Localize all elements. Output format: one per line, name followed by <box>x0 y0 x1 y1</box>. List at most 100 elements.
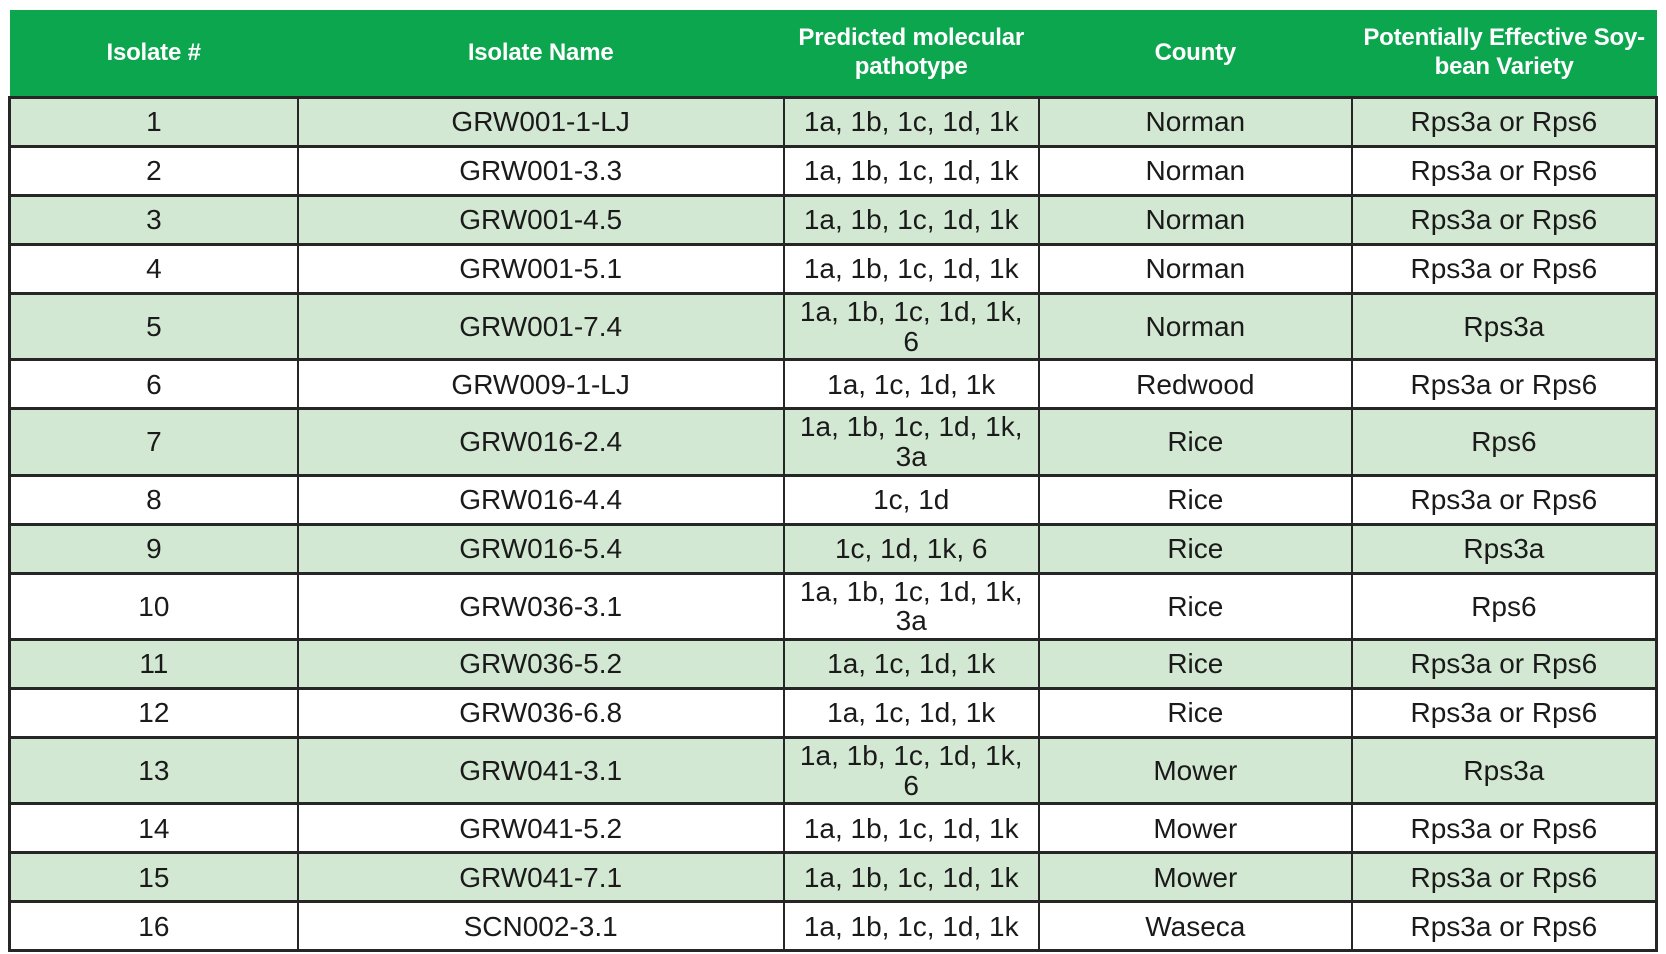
cell-pathotype: 1c, 1d, 1k, 6 <box>782 522 1040 575</box>
cell-pathotype: 1a, 1c, 1d, 1k <box>782 687 1040 740</box>
cell-pathotype: 1a, 1b, 1c, 1d, 1k, 6 <box>782 736 1040 806</box>
cell-isolate-name: GRW041-3.1 <box>296 736 785 806</box>
cell-variety: Rps3a <box>1350 291 1658 362</box>
cell-variety: Rps3a or Rps6 <box>1350 638 1658 691</box>
table-row: 14 GRW041-5.2 1a, 1b, 1c, 1d, 1k Mower Rps3a… <box>8 802 1658 855</box>
cell-variety: Rps6 <box>1350 571 1658 642</box>
cell-variety: Rps3a or Rps6 <box>1350 473 1658 526</box>
cell-isolate-number: 9 <box>8 522 299 575</box>
cell-county: Rice <box>1037 522 1353 575</box>
cell-isolate-number: 8 <box>8 473 299 526</box>
cell-isolate-name: GRW036-5.2 <box>296 638 785 691</box>
cell-county: Rice <box>1037 473 1353 526</box>
table-row: 13 GRW041-3.1 1a, 1b, 1c, 1d, 1k, 6 Mower Rp… <box>8 736 1658 806</box>
cell-county: Redwood <box>1037 358 1353 411</box>
table-row: 4 GRW001-5.1 1a, 1b, 1c, 1d, 1k Norman Rps3a… <box>8 243 1658 295</box>
cell-isolate-name: GRW041-5.2 <box>296 802 785 855</box>
table-row: 12 GRW036-6.8 1a, 1c, 1d, 1k Rice Rps3a or R… <box>8 687 1658 740</box>
cell-pathotype: 1a, 1b, 1c, 1d, 1k <box>782 900 1040 953</box>
cell-pathotype: 1a, 1b, 1c, 1d, 1k <box>782 851 1040 904</box>
cell-isolate-name: GRW001-7.4 <box>296 291 785 362</box>
cell-isolate-number: 5 <box>8 291 299 362</box>
cell-county: Mower <box>1037 851 1353 904</box>
cell-county: Rice <box>1037 687 1353 740</box>
cell-county: Norman <box>1037 145 1353 197</box>
cell-isolate-name: GRW001-4.5 <box>296 194 785 246</box>
cell-isolate-name: GRW036-6.8 <box>296 687 785 740</box>
cell-isolate-name: GRW016-2.4 <box>296 407 785 477</box>
column-header-isolate-name: Isolate Name <box>297 10 784 98</box>
cell-isolate-number: 1 <box>8 96 299 148</box>
table-row: 9 GRW016-5.4 1c, 1d, 1k, 6 Rice Rps3a <box>8 522 1658 575</box>
cell-pathotype: 1c, 1d <box>782 473 1040 526</box>
cell-pathotype: 1a, 1b, 1c, 1d, 1k <box>782 96 1040 148</box>
cell-variety: Rps3a or Rps6 <box>1350 358 1658 411</box>
cell-county: Norman <box>1037 96 1353 148</box>
column-header-county: County <box>1038 10 1352 98</box>
cell-county: Rice <box>1037 638 1353 691</box>
cell-isolate-name: SCN002-3.1 <box>296 900 785 953</box>
header-row: Isolate # Isolate Name Predicted molecular… <box>9 10 1657 98</box>
table-row: 10 GRW036-3.1 1a, 1b, 1c, 1d, 1k, 3a Rice Rp… <box>8 571 1658 642</box>
cell-county: Mower <box>1037 736 1353 806</box>
cell-isolate-name: GRW041-7.1 <box>296 851 785 904</box>
column-header-variety: Potentially Effective Soy- bean Variety <box>1351 10 1657 98</box>
cell-isolate-name: GRW009-1-LJ <box>296 358 785 411</box>
table-row: 11 GRW036-5.2 1a, 1c, 1d, 1k Rice Rps3a or R… <box>8 638 1658 691</box>
cell-variety: Rps3a or Rps6 <box>1350 194 1658 246</box>
table-row: 6 GRW009-1-LJ 1a, 1c, 1d, 1k Redwood Rps3a o… <box>8 358 1658 411</box>
cell-isolate-number: 16 <box>8 900 299 953</box>
cell-county: Norman <box>1037 243 1353 295</box>
cell-county: Rice <box>1037 407 1353 477</box>
cell-isolate-number: 10 <box>8 571 299 642</box>
table-body: 1 GRW001-1-LJ 1a, 1b, 1c, 1d, 1k Norman Rps3… <box>8 96 1658 953</box>
table-row: 3 GRW001-4.5 1a, 1b, 1c, 1d, 1k Norman Rps3a… <box>8 194 1658 246</box>
cell-pathotype: 1a, 1b, 1c, 1d, 1k, 6 <box>782 291 1040 362</box>
cell-pathotype: 1a, 1b, 1c, 1d, 1k <box>782 802 1040 855</box>
cell-isolate-number: 13 <box>8 736 299 806</box>
cell-isolate-number: 12 <box>8 687 299 740</box>
cell-pathotype: 1a, 1b, 1c, 1d, 1k <box>782 243 1040 295</box>
cell-variety: Rps3a <box>1350 522 1658 575</box>
cell-isolate-number: 6 <box>8 358 299 411</box>
cell-isolate-number: 14 <box>8 802 299 855</box>
cell-county: Mower <box>1037 802 1353 855</box>
cell-isolate-number: 4 <box>8 243 299 295</box>
table-header: Isolate # Isolate Name Predicted molecular… <box>9 10 1657 98</box>
cell-variety: Rps3a or Rps6 <box>1350 802 1658 855</box>
cell-pathotype: 1a, 1c, 1d, 1k <box>782 358 1040 411</box>
cell-variety: Rps3a or Rps6 <box>1350 145 1658 197</box>
cell-variety: Rps3a or Rps6 <box>1350 900 1658 953</box>
cell-county: Waseca <box>1037 900 1353 953</box>
cell-county: Rice <box>1037 571 1353 642</box>
column-header-isolate-number: Isolate # <box>9 10 298 98</box>
table-row: 1 GRW001-1-LJ 1a, 1b, 1c, 1d, 1k Norman Rps3… <box>8 96 1658 148</box>
cell-isolate-number: 2 <box>8 145 299 197</box>
isolate-pathotype-table: Isolate # Isolate Name Predicted molecular… <box>8 10 1658 953</box>
cell-isolate-name: GRW001-5.1 <box>296 243 785 295</box>
cell-isolate-number: 11 <box>8 638 299 691</box>
cell-isolate-name: GRW016-4.4 <box>296 473 785 526</box>
cell-isolate-number: 7 <box>8 407 299 477</box>
table-row: 2 GRW001-3.3 1a, 1b, 1c, 1d, 1k Norman Rps3a… <box>8 145 1658 197</box>
table-row: 5 GRW001-7.4 1a, 1b, 1c, 1d, 1k, 6 Norman Rp… <box>8 291 1658 362</box>
cell-isolate-name: GRW001-1-LJ <box>296 96 785 148</box>
cell-variety: Rps3a or Rps6 <box>1350 687 1658 740</box>
cell-pathotype: 1a, 1b, 1c, 1d, 1k <box>782 145 1040 197</box>
cell-variety: Rps3a or Rps6 <box>1350 851 1658 904</box>
cell-pathotype: 1a, 1c, 1d, 1k <box>782 638 1040 691</box>
cell-isolate-number: 3 <box>8 194 299 246</box>
cell-county: Norman <box>1037 194 1353 246</box>
cell-variety: Rps3a <box>1350 736 1658 806</box>
table-row: 8 GRW016-4.4 1c, 1d Rice Rps3a or Rps6 <box>8 473 1658 526</box>
cell-isolate-name: GRW001-3.3 <box>296 145 785 197</box>
table-row: 15 GRW041-7.1 1a, 1b, 1c, 1d, 1k Mower Rps3a… <box>8 851 1658 904</box>
cell-isolate-name: GRW036-3.1 <box>296 571 785 642</box>
cell-isolate-name: GRW016-5.4 <box>296 522 785 575</box>
cell-pathotype: 1a, 1b, 1c, 1d, 1k, 3a <box>782 571 1040 642</box>
cell-county: Norman <box>1037 291 1353 362</box>
cell-isolate-number: 15 <box>8 851 299 904</box>
table-row: 16 SCN002-3.1 1a, 1b, 1c, 1d, 1k Waseca Rps3… <box>8 900 1658 953</box>
cell-pathotype: 1a, 1b, 1c, 1d, 1k, 3a <box>782 407 1040 477</box>
